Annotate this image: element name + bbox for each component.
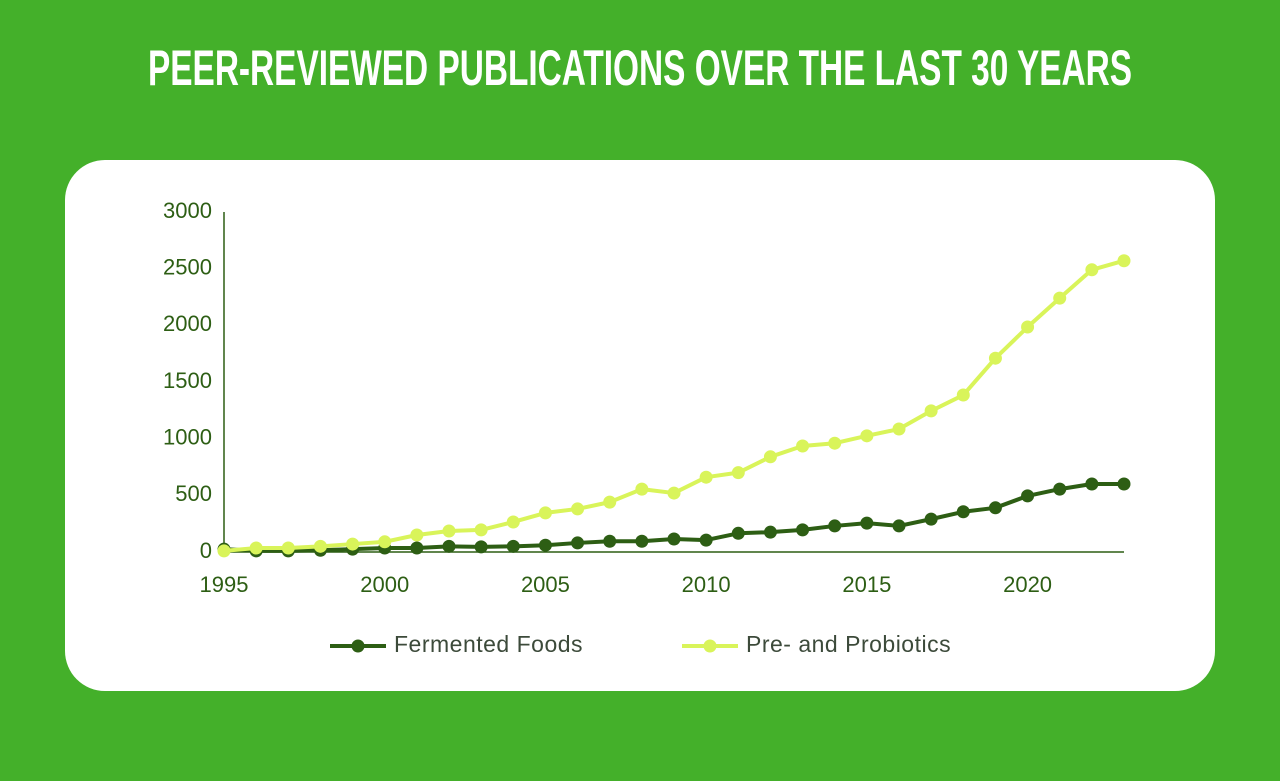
data-point bbox=[1021, 489, 1035, 503]
legend-marker bbox=[351, 639, 365, 653]
data-point bbox=[538, 538, 552, 552]
x-tick-label: 1995 bbox=[200, 572, 249, 597]
data-point bbox=[892, 519, 906, 533]
data-point bbox=[635, 482, 649, 496]
data-point bbox=[699, 533, 713, 547]
data-point bbox=[667, 532, 681, 546]
data-point bbox=[442, 539, 456, 553]
data-point bbox=[1021, 320, 1035, 334]
data-point bbox=[731, 526, 745, 540]
y-tick-label: 3000 bbox=[163, 198, 212, 223]
y-tick-label: 2500 bbox=[163, 254, 212, 279]
data-point bbox=[1053, 291, 1067, 305]
data-point bbox=[699, 470, 713, 484]
data-point bbox=[924, 512, 938, 526]
data-point bbox=[1053, 482, 1067, 496]
data-point bbox=[410, 528, 424, 542]
data-point bbox=[828, 519, 842, 533]
data-point bbox=[249, 541, 263, 555]
legend-marker bbox=[703, 639, 717, 653]
y-tick-label: 1500 bbox=[163, 368, 212, 393]
data-point bbox=[892, 422, 906, 436]
data-point bbox=[474, 540, 488, 554]
x-tick-label: 2020 bbox=[1003, 572, 1052, 597]
data-point bbox=[281, 541, 295, 555]
data-point bbox=[988, 351, 1002, 365]
data-point bbox=[571, 502, 585, 516]
data-point bbox=[796, 523, 810, 537]
data-point bbox=[603, 495, 617, 509]
data-point bbox=[796, 439, 810, 453]
data-point bbox=[603, 534, 617, 548]
data-point bbox=[474, 523, 488, 537]
legend-label: Fermented Foods bbox=[394, 631, 583, 657]
y-tick-label: 2000 bbox=[163, 311, 212, 336]
data-point bbox=[217, 544, 231, 558]
data-point bbox=[1117, 477, 1131, 491]
data-point bbox=[988, 501, 1002, 515]
legend-label: Pre- and Probiotics bbox=[746, 631, 951, 657]
x-tick-label: 2000 bbox=[360, 572, 409, 597]
data-point bbox=[860, 516, 874, 530]
y-tick-label: 500 bbox=[175, 481, 212, 506]
data-point bbox=[956, 505, 970, 519]
data-point bbox=[571, 536, 585, 550]
card bbox=[65, 160, 1215, 691]
data-point bbox=[667, 486, 681, 500]
chart-title: PEER-REVIEWED PUBLICATIONS OVER THE LAST… bbox=[148, 40, 1132, 96]
data-point bbox=[828, 436, 842, 450]
data-point bbox=[506, 539, 520, 553]
data-point bbox=[763, 450, 777, 464]
data-point bbox=[763, 525, 777, 539]
data-point bbox=[924, 404, 938, 418]
data-point bbox=[956, 388, 970, 402]
data-point bbox=[346, 537, 360, 551]
data-point bbox=[860, 429, 874, 443]
y-tick-label: 1000 bbox=[163, 424, 212, 449]
data-point bbox=[506, 515, 520, 529]
x-tick-label: 2015 bbox=[842, 572, 891, 597]
data-point bbox=[1085, 263, 1099, 277]
data-point bbox=[1117, 254, 1131, 268]
data-point bbox=[313, 539, 327, 553]
data-point bbox=[442, 524, 456, 538]
x-tick-label: 2005 bbox=[521, 572, 570, 597]
data-point bbox=[731, 466, 745, 480]
data-point bbox=[538, 506, 552, 520]
data-point bbox=[635, 534, 649, 548]
data-point bbox=[410, 541, 424, 555]
x-tick-label: 2010 bbox=[682, 572, 731, 597]
y-tick-label: 0 bbox=[200, 538, 212, 563]
data-point bbox=[378, 535, 392, 549]
data-point bbox=[1085, 477, 1099, 491]
